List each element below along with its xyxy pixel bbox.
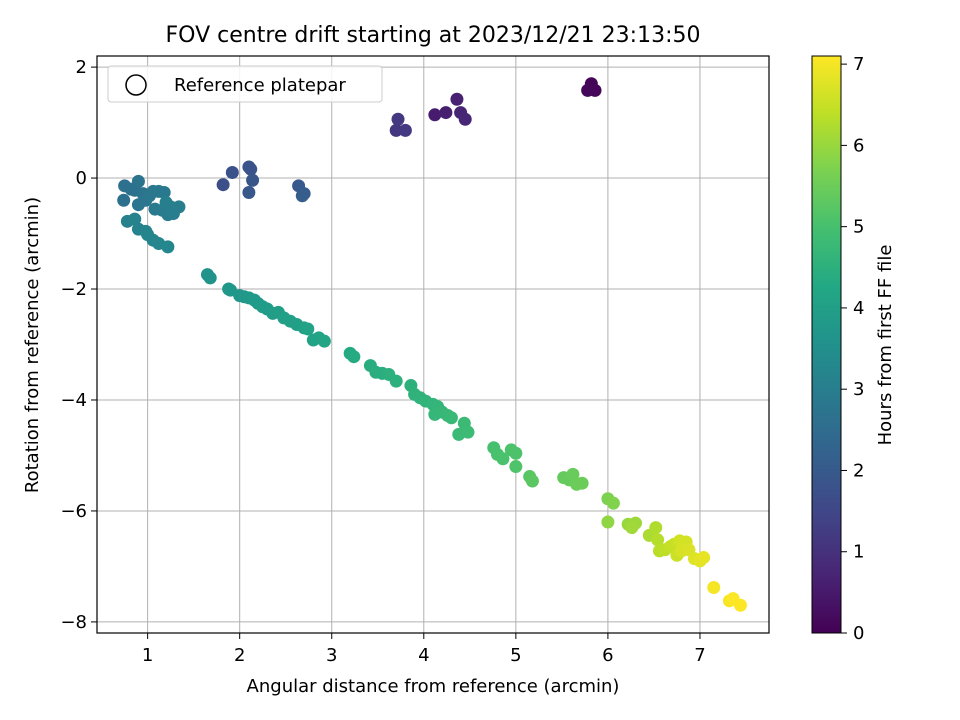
data-point (317, 334, 331, 348)
data-point (428, 108, 442, 122)
colorbar-tick-label: 5 (853, 217, 864, 238)
data-point (649, 521, 663, 535)
data-point (246, 173, 260, 187)
data-point (389, 374, 403, 388)
x-tick-label: 2 (234, 645, 245, 666)
data-point (651, 533, 665, 547)
data-point (128, 212, 142, 226)
data-point (398, 123, 412, 137)
x-axis-ticks: 1 2 3 4 5 6 7 (142, 633, 706, 666)
colorbar-ticks: 0 1 2 3 4 5 6 7 (841, 54, 864, 644)
data-point (131, 174, 145, 188)
data-points (117, 77, 747, 612)
data-point (697, 551, 711, 565)
x-tick-label: 3 (326, 645, 337, 666)
data-point (203, 271, 217, 285)
legend-box (107, 65, 383, 103)
data-point (601, 515, 615, 529)
data-point (347, 350, 361, 364)
data-point (157, 185, 171, 199)
data-point (117, 193, 131, 207)
data-point (391, 112, 405, 126)
x-tick-label: 1 (142, 645, 153, 666)
colorbar-tick-label: 7 (853, 54, 864, 75)
data-point (389, 123, 403, 137)
x-tick-label: 7 (694, 645, 705, 666)
colorbar-gradient (811, 55, 842, 634)
colorbar-tick-label: 6 (853, 135, 864, 156)
legend-entry: Reference platepar (174, 75, 346, 96)
data-point (159, 195, 173, 209)
colorbar-tick-label: 3 (853, 379, 864, 400)
x-tick-label: 5 (510, 645, 521, 666)
colorbar-tick-label: 1 (853, 542, 864, 563)
data-point (461, 425, 475, 439)
data-point (172, 200, 186, 214)
data-point (225, 166, 239, 180)
data-point (450, 92, 464, 106)
data-point (444, 411, 458, 425)
y-axis-ticks: −8 −6 −4 −2 0 2 (60, 57, 97, 633)
data-point (733, 598, 747, 612)
x-axis-label: Angular distance from reference (arcmin) (247, 676, 620, 697)
x-tick-label: 6 (602, 645, 613, 666)
grid-lines (97, 56, 769, 633)
y-tick-label: −2 (60, 279, 87, 300)
data-point (301, 322, 315, 336)
y-tick-label: 2 (76, 57, 87, 78)
legend-marker-icon (125, 74, 147, 96)
data-point (707, 581, 721, 595)
data-point (295, 189, 309, 203)
colorbar-tick-label: 0 (853, 623, 864, 644)
data-point (496, 452, 510, 466)
chart-title: FOV centre drift starting at 2023/12/21 … (166, 23, 701, 48)
data-point (216, 178, 230, 192)
colorbar: 0 1 2 3 4 5 6 7 Hours from first FF file (811, 54, 896, 644)
data-point (509, 446, 523, 460)
data-point (525, 474, 539, 488)
y-tick-label: −8 (60, 612, 87, 633)
data-point (458, 112, 472, 126)
y-tick-label: 0 (76, 168, 87, 189)
colorbar-tick-label: 4 (853, 298, 864, 319)
y-tick-label: −6 (60, 501, 87, 522)
y-axis-label: Rotation from reference (arcmin) (22, 197, 43, 493)
y-tick-label: −4 (60, 390, 87, 411)
legend: Reference platepar (107, 65, 383, 103)
data-point (566, 467, 580, 481)
colorbar-tick-label: 2 (853, 460, 864, 481)
data-point (509, 460, 523, 474)
data-point (244, 162, 258, 176)
data-point (581, 83, 595, 97)
data-point (606, 496, 620, 510)
colorbar-label: Hours from first FF file (875, 245, 896, 446)
data-point (575, 476, 589, 490)
data-point (161, 240, 175, 254)
plot-frame (96, 55, 770, 634)
data-point (439, 106, 453, 120)
data-point (242, 185, 256, 199)
x-tick-label: 4 (418, 645, 429, 666)
data-point (625, 521, 639, 535)
